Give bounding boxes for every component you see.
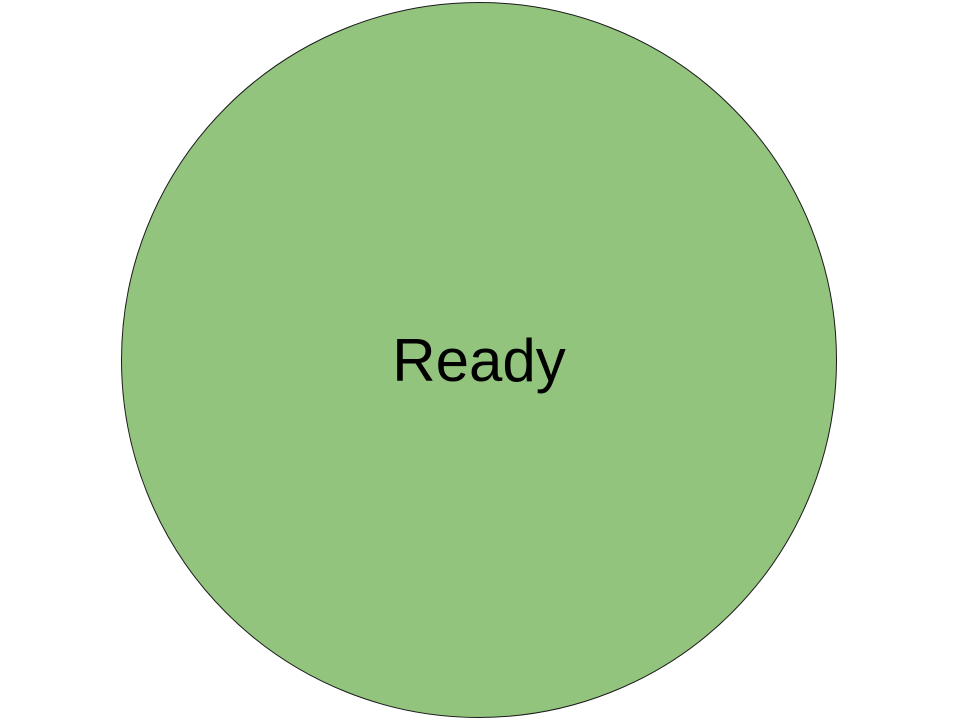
status-label: Ready — [392, 327, 566, 394]
status-indicator-circle: Ready — [121, 2, 837, 718]
